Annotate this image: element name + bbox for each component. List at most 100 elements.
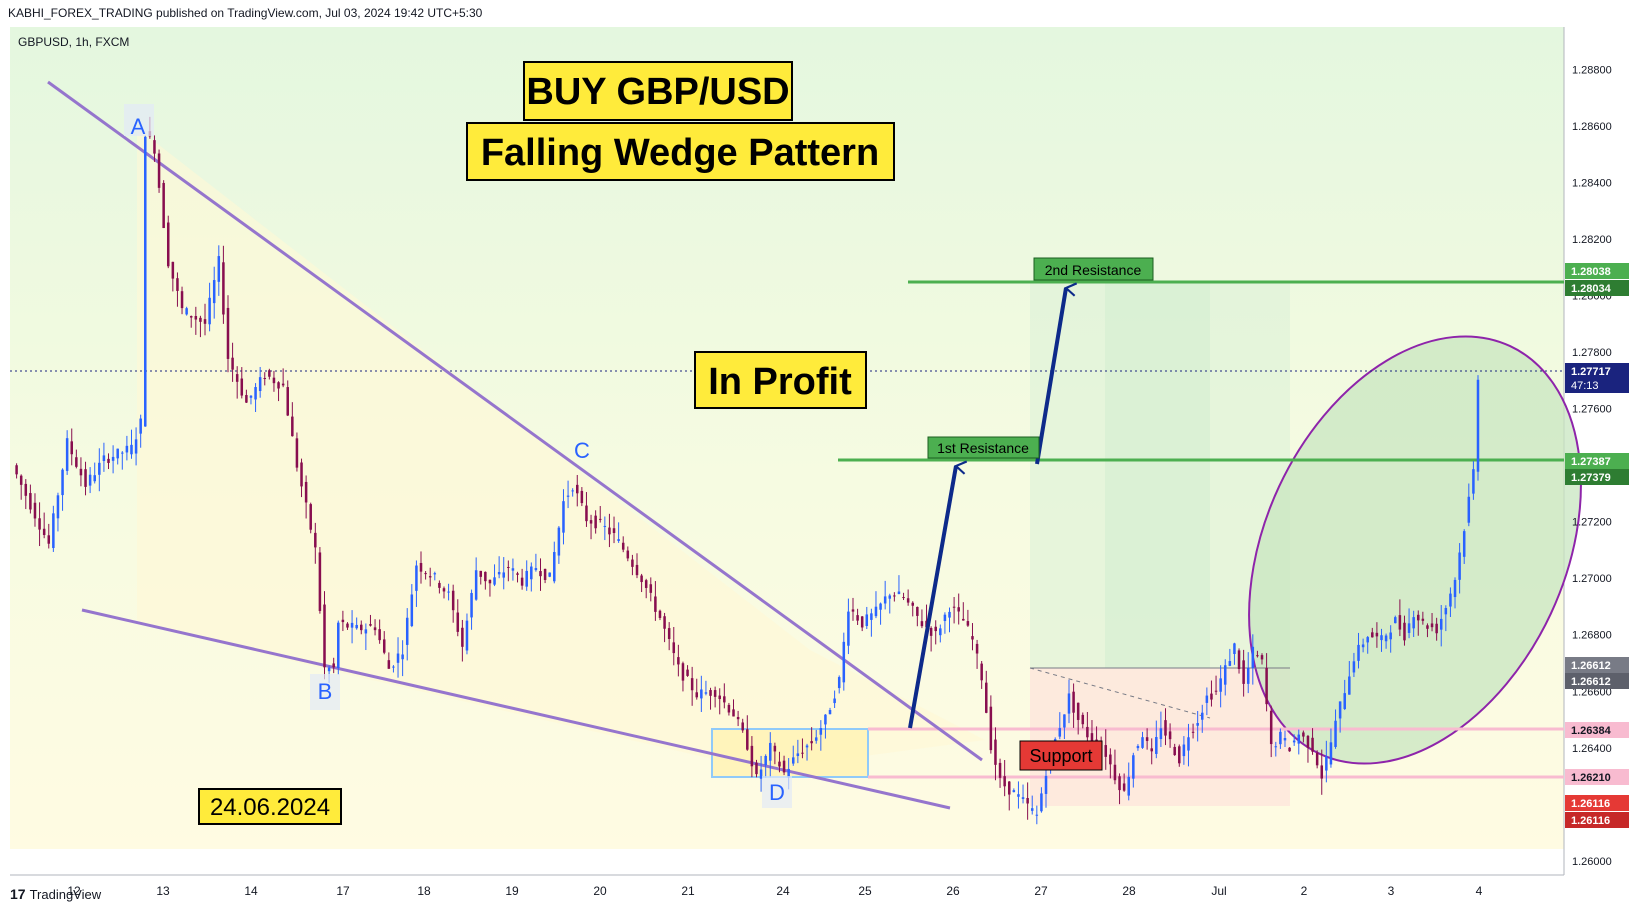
candle [139, 414, 142, 448]
candle [998, 758, 1002, 788]
candle [447, 583, 450, 601]
price-badge-text: 1.26612 [1571, 676, 1611, 688]
price-badge: 1.27379 [1565, 469, 1629, 485]
candle [1035, 805, 1039, 825]
candle [621, 536, 625, 553]
candle [15, 463, 18, 479]
candle [222, 245, 225, 324]
y-tick-label: 1.26000 [1572, 856, 1612, 868]
candle [185, 306, 188, 316]
candle [1118, 773, 1121, 805]
candle [948, 607, 951, 633]
candle [640, 573, 643, 593]
point-c-text: C [574, 438, 590, 463]
resistance-1-text: 1st Resistance [937, 440, 1029, 456]
candle [1109, 748, 1112, 779]
candle [56, 492, 60, 532]
title-buy-text: BUY GBP/USD [526, 71, 789, 113]
point-a-label: A [124, 104, 154, 139]
profit-ellipse [1248, 335, 1582, 765]
candle [286, 380, 289, 417]
candle [851, 597, 855, 621]
candle [520, 568, 524, 590]
candle [1136, 744, 1140, 751]
candle [1426, 623, 1429, 638]
candle [493, 564, 496, 587]
candle [29, 484, 32, 514]
candle [1017, 781, 1020, 809]
candle [1256, 650, 1259, 658]
x-tick-label: 19 [505, 884, 519, 898]
x-tick-label: 28 [1122, 884, 1136, 898]
candle [594, 510, 597, 534]
y-tick-label: 1.28200 [1572, 234, 1612, 246]
candle [171, 261, 175, 292]
candle [355, 617, 358, 630]
candle [672, 626, 676, 666]
candle [428, 567, 432, 587]
candle [791, 745, 795, 766]
candle [277, 381, 280, 402]
x-tick-label: 18 [417, 884, 431, 898]
x-tick-label: 13 [156, 884, 170, 898]
candle [507, 560, 510, 582]
candle [314, 522, 317, 564]
price-badge: 1.26384 [1565, 722, 1629, 738]
point-b-text: B [318, 679, 333, 704]
candle [258, 366, 262, 398]
candle [1311, 728, 1314, 755]
candle [1348, 661, 1351, 695]
candle [1325, 740, 1328, 783]
time-axis[interactable]: 12 13 14 17 18 19 20 21 24 25 26 27 28 Jul 2 3 4 [67, 884, 1482, 898]
candle [778, 751, 781, 773]
candle [1228, 648, 1232, 667]
candle [332, 657, 335, 674]
candle [157, 149, 161, 193]
candle [842, 632, 846, 691]
candle [805, 743, 809, 761]
candle [989, 695, 993, 754]
candle [24, 479, 28, 510]
candle [75, 449, 78, 469]
candle [346, 622, 349, 630]
candle [410, 584, 414, 628]
candle [1021, 784, 1025, 804]
candle [1196, 710, 1199, 742]
candle [442, 586, 446, 599]
candle [865, 606, 869, 630]
candle [1458, 543, 1461, 594]
candle [1371, 627, 1374, 638]
y-tick-label: 1.26400 [1572, 743, 1612, 755]
arrow-to-resistance-1 [908, 466, 956, 729]
candle [557, 526, 561, 564]
candle [199, 315, 202, 338]
y-tick-label: 1.26800 [1572, 630, 1612, 642]
price-badge-text: 1.27717 [1571, 366, 1611, 378]
candle [1462, 529, 1466, 564]
price-badge: 1.28034 [1565, 280, 1629, 296]
resistance-1-label: 1st Resistance [927, 436, 1040, 459]
candle [474, 557, 478, 601]
date-text: 24.06.2024 [210, 794, 330, 821]
candle [42, 512, 46, 539]
candle [1173, 743, 1176, 756]
candle [888, 593, 892, 614]
candle [755, 759, 758, 778]
candle [1122, 773, 1126, 792]
price-badges: 1.28038 1.28034 1.27717 47:13 1.27387 1.27379… [1565, 263, 1629, 828]
candle [874, 591, 878, 619]
candle [1449, 587, 1452, 617]
title-pattern-box: Falling Wedge Pattern [466, 122, 895, 181]
x-tick-label: 2 [1301, 884, 1308, 898]
candle [189, 315, 193, 328]
candle [1352, 652, 1356, 678]
time-axis-area [10, 876, 1564, 908]
candle [732, 699, 735, 717]
candle [1233, 642, 1236, 665]
entry-dashed-line [1029, 667, 1211, 719]
candle [1361, 638, 1365, 653]
candle [663, 612, 666, 643]
candle [911, 601, 914, 617]
candle [1223, 659, 1227, 696]
